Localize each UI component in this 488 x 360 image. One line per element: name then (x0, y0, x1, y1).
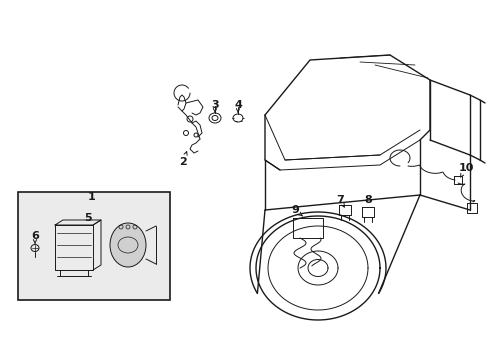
Text: 7: 7 (335, 195, 343, 205)
Text: 8: 8 (364, 195, 371, 205)
Text: 1: 1 (88, 192, 96, 202)
Text: 5: 5 (84, 213, 92, 223)
Text: 2: 2 (179, 157, 186, 167)
Text: 6: 6 (31, 231, 39, 241)
Text: 9: 9 (290, 205, 298, 215)
Text: 4: 4 (234, 100, 242, 110)
Bar (18, 192, 170, 300)
Text: 10: 10 (457, 163, 473, 173)
Ellipse shape (110, 223, 146, 267)
Text: 3: 3 (211, 100, 218, 110)
